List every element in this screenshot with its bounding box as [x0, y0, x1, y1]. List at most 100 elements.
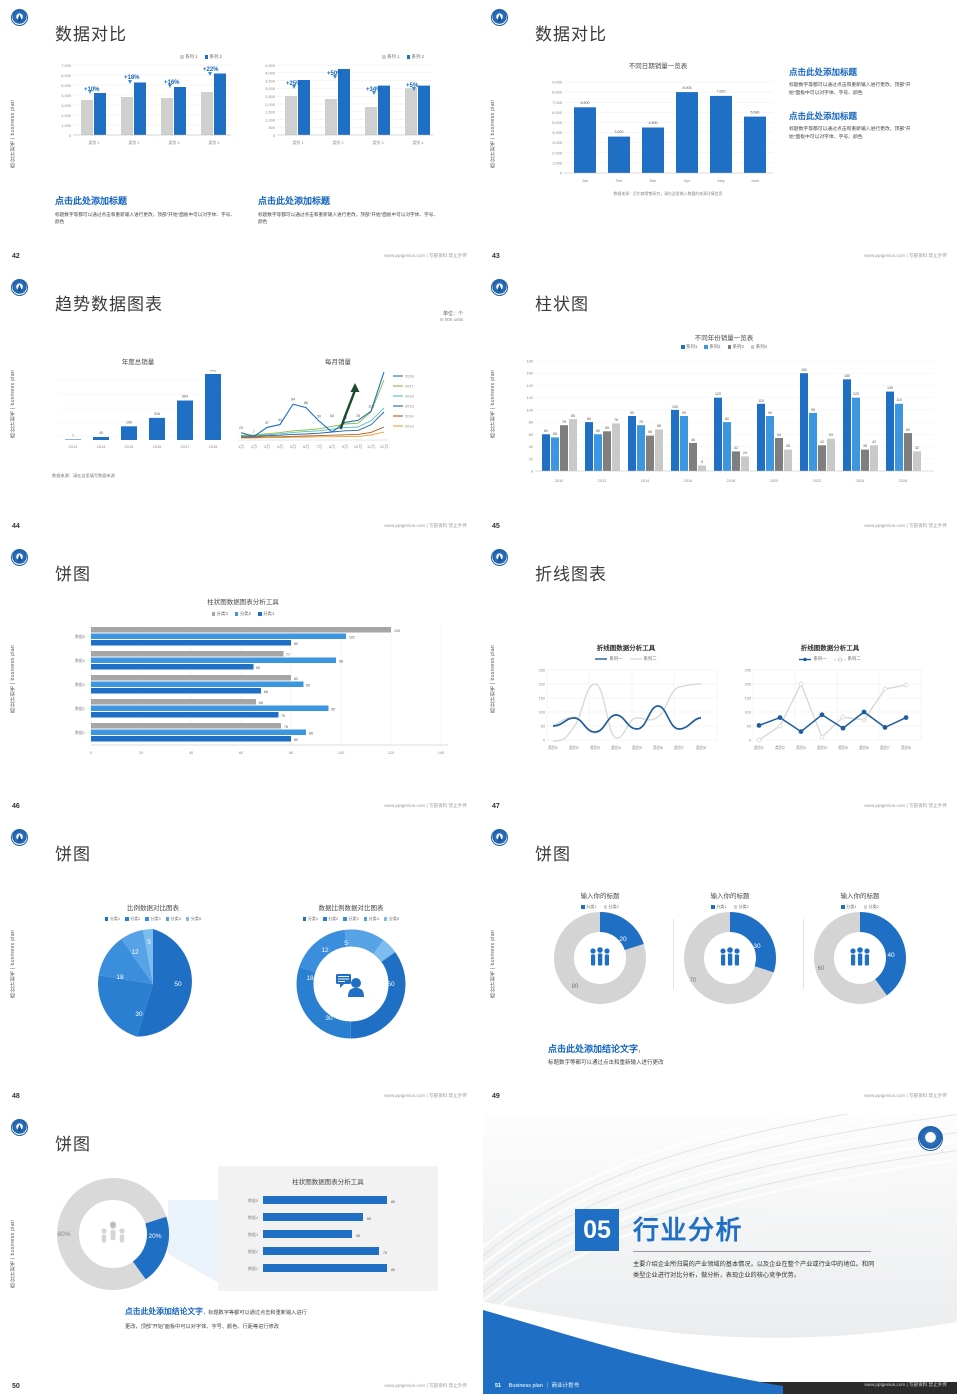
- svg-text:80: 80: [529, 420, 534, 425]
- slide-thumbnail-42[interactable]: 商业计划书 | business plan 数据对比 系列 1 系列 2: [0, 0, 480, 270]
- svg-text:数据5: 数据5: [248, 1198, 258, 1203]
- svg-text:150: 150: [745, 696, 752, 701]
- svg-text:2010: 2010: [555, 478, 564, 483]
- svg-text:Mar: Mar: [650, 178, 657, 183]
- svg-text:5,000: 5,000: [61, 83, 72, 88]
- svg-text:2,000: 2,000: [265, 102, 276, 107]
- unit-label-cn: 单位：个: [442, 311, 463, 317]
- footer-text: www.pptgenius.com | 写部资料 禁止外传: [864, 1093, 947, 1098]
- svg-text:11月: 11月: [367, 444, 375, 449]
- svg-text:95: 95: [811, 408, 815, 412]
- chart-source-note: 数据来源：请在这里填写数据来源: [52, 473, 115, 478]
- svg-text:0: 0: [543, 738, 546, 743]
- svg-text:86: 86: [304, 401, 308, 405]
- section-body: 标题数字等都可以通过点击和重新输入进行更改，顶部“开始”面板中可以对字体、字号、…: [789, 127, 911, 141]
- svg-text:类别8: 类别8: [901, 745, 911, 750]
- legend-item: 分类2: [733, 904, 749, 910]
- grouped-bar-chart-right: 0 500 1,000 1,500 2,000 2,500 3,000 3,500 4,00…: [265, 63, 433, 145]
- donut-value-label: 20%: [148, 1233, 161, 1240]
- chart-title: 不同年份销量一览表: [694, 335, 754, 342]
- svg-text:75: 75: [562, 420, 566, 424]
- svg-text:110: 110: [896, 398, 902, 402]
- svg-text:数据4: 数据4: [248, 1215, 259, 1220]
- slide-thumbnail-43[interactable]: 商业计划书 | business plan 数据对比 不同日期销量一览表 0 1,…: [480, 0, 960, 270]
- svg-text:2017: 2017: [181, 444, 190, 449]
- slide-thumbnail-44[interactable]: 商业计划书 | business plan 趋势数据图表 单位：个 in 000…: [0, 270, 480, 540]
- chart-legend: 分类1 分类2 分类3 分类4 分类5: [256, 916, 446, 922]
- svg-text:62: 62: [906, 428, 910, 432]
- svg-text:数据2: 数据2: [75, 706, 85, 711]
- slide-thumbnail-50[interactable]: 商业计划书 | business plan 饼图 80% 20%: [0, 1110, 480, 1400]
- legend-item: 系列3: [727, 344, 744, 350]
- svg-text:数据4: 数据4: [75, 658, 86, 663]
- svg-text:May: May: [717, 178, 724, 183]
- svg-text:68: 68: [264, 690, 268, 694]
- svg-text:100: 100: [745, 710, 752, 715]
- slide-thumbnail-49[interactable]: 商业计划书 | business plan 饼图 输入你的标题 分类1 分类2 …: [480, 820, 960, 1110]
- school-emblem-logo: [491, 549, 508, 566]
- page-number: 46: [12, 803, 20, 810]
- svg-text:58: 58: [356, 1234, 360, 1238]
- smooth-line-chart-left: 0 50 100 150 200 250 类别1 类别2 类别3 类别4 类别5 类别6: [539, 668, 718, 750]
- svg-text:2013: 2013: [69, 444, 78, 449]
- donut-value-label: 80%: [57, 1231, 70, 1238]
- school-emblem-logo: [11, 9, 28, 26]
- svg-text:类别6: 类别6: [859, 745, 869, 750]
- svg-text:9: 9: [701, 460, 703, 464]
- svg-text:316: 316: [154, 412, 160, 416]
- slide-thumbnail-47[interactable]: 商业计划书 | business plan 折线图表 折线图数据分析工具 系列一…: [480, 540, 960, 820]
- legend-item: 系列 1: [382, 54, 400, 60]
- person-speech-icon: [336, 974, 364, 997]
- svg-text:58: 58: [648, 430, 652, 434]
- svg-text:42: 42: [872, 440, 876, 444]
- svg-text:12: 12: [321, 947, 329, 954]
- svg-text:12月: 12月: [380, 444, 388, 449]
- chart-legend: 系列一 系列二: [735, 656, 925, 662]
- donut-chart-20-80-with-callout: 80% 20%: [57, 1178, 233, 1292]
- svg-text:94: 94: [291, 398, 295, 402]
- slide-thumbnail-46[interactable]: 商业计划书 | business plan 饼图 柱状图数据图表分析工具 分类3…: [0, 540, 480, 820]
- svg-text:3,600: 3,600: [615, 130, 624, 134]
- svg-text:18: 18: [116, 974, 124, 981]
- chart-title: 折线图数据分析工具: [800, 645, 860, 652]
- svg-text:12: 12: [131, 949, 139, 956]
- school-emblem-logo: [918, 1126, 943, 1151]
- svg-text:数据5: 数据5: [75, 634, 85, 639]
- legend-item: 分类1: [302, 916, 318, 922]
- slide-thumbnail-51[interactable]: 05 行业分析 主要介绍企业所归属的产业领域的基本情况，以及企业在整个产业或行业…: [480, 1110, 960, 1400]
- legend-item: 系列 2: [406, 54, 424, 60]
- svg-text:0: 0: [90, 750, 93, 755]
- chart-legend: 分类1 分类2: [795, 904, 925, 910]
- svg-text:4,500: 4,500: [649, 121, 658, 125]
- svg-text:120: 120: [388, 750, 395, 755]
- svg-text:数据3: 数据3: [248, 1232, 258, 1237]
- svg-text:类别 4: 类别 4: [412, 140, 424, 145]
- chart-legend: 系列一 系列二: [531, 656, 721, 662]
- svg-text:类别 1: 类别 1: [88, 140, 99, 145]
- legend-item: 系列4: [750, 344, 767, 350]
- slide-thumbnail-48[interactable]: 商业计划书 | business plan 饼图 比例数据对比图表 分类1 分类…: [0, 820, 480, 1110]
- svg-text:80: 80: [391, 1200, 395, 1204]
- page-number: 48: [12, 1093, 20, 1100]
- svg-text:5,000: 5,000: [552, 120, 563, 125]
- svg-text:80: 80: [294, 677, 298, 681]
- svg-text:5: 5: [147, 939, 151, 946]
- legend-item: 分类1: [841, 904, 857, 910]
- svg-text:+16%: +16%: [164, 80, 180, 86]
- svg-text:7月: 7月: [316, 444, 322, 449]
- chart-legend: 系列 1 系列 2: [253, 54, 438, 60]
- svg-text:42: 42: [820, 440, 824, 444]
- page-number: 45: [492, 523, 500, 530]
- svg-text:2012: 2012: [598, 478, 607, 483]
- legend-item: 系列二: [833, 656, 861, 662]
- section-footer-right: www.pptgenius.com | 写部资料 禁止外传: [864, 1382, 947, 1387]
- svg-text:类别 2: 类别 2: [332, 140, 343, 145]
- grouped-bar-chart-left: 0 1,000 2,000 3,000 4,000 5,000 6,000 7,000: [61, 63, 231, 145]
- slide-thumbnail-45[interactable]: 商业计划书 | business plan 柱状图 不同年份销量一览表 系列1 …: [480, 270, 960, 540]
- chart-title: 柱状图数据图表分析工具: [207, 599, 279, 606]
- svg-text:120: 120: [853, 392, 859, 396]
- page-number: 47: [492, 803, 500, 810]
- svg-text:Jan: Jan: [582, 178, 588, 183]
- svg-text:75: 75: [281, 714, 285, 718]
- conclusion-line-2: 更改，顶部“开始”面板中可以对字体、字号、颜色、行距等进行修改: [125, 1324, 279, 1331]
